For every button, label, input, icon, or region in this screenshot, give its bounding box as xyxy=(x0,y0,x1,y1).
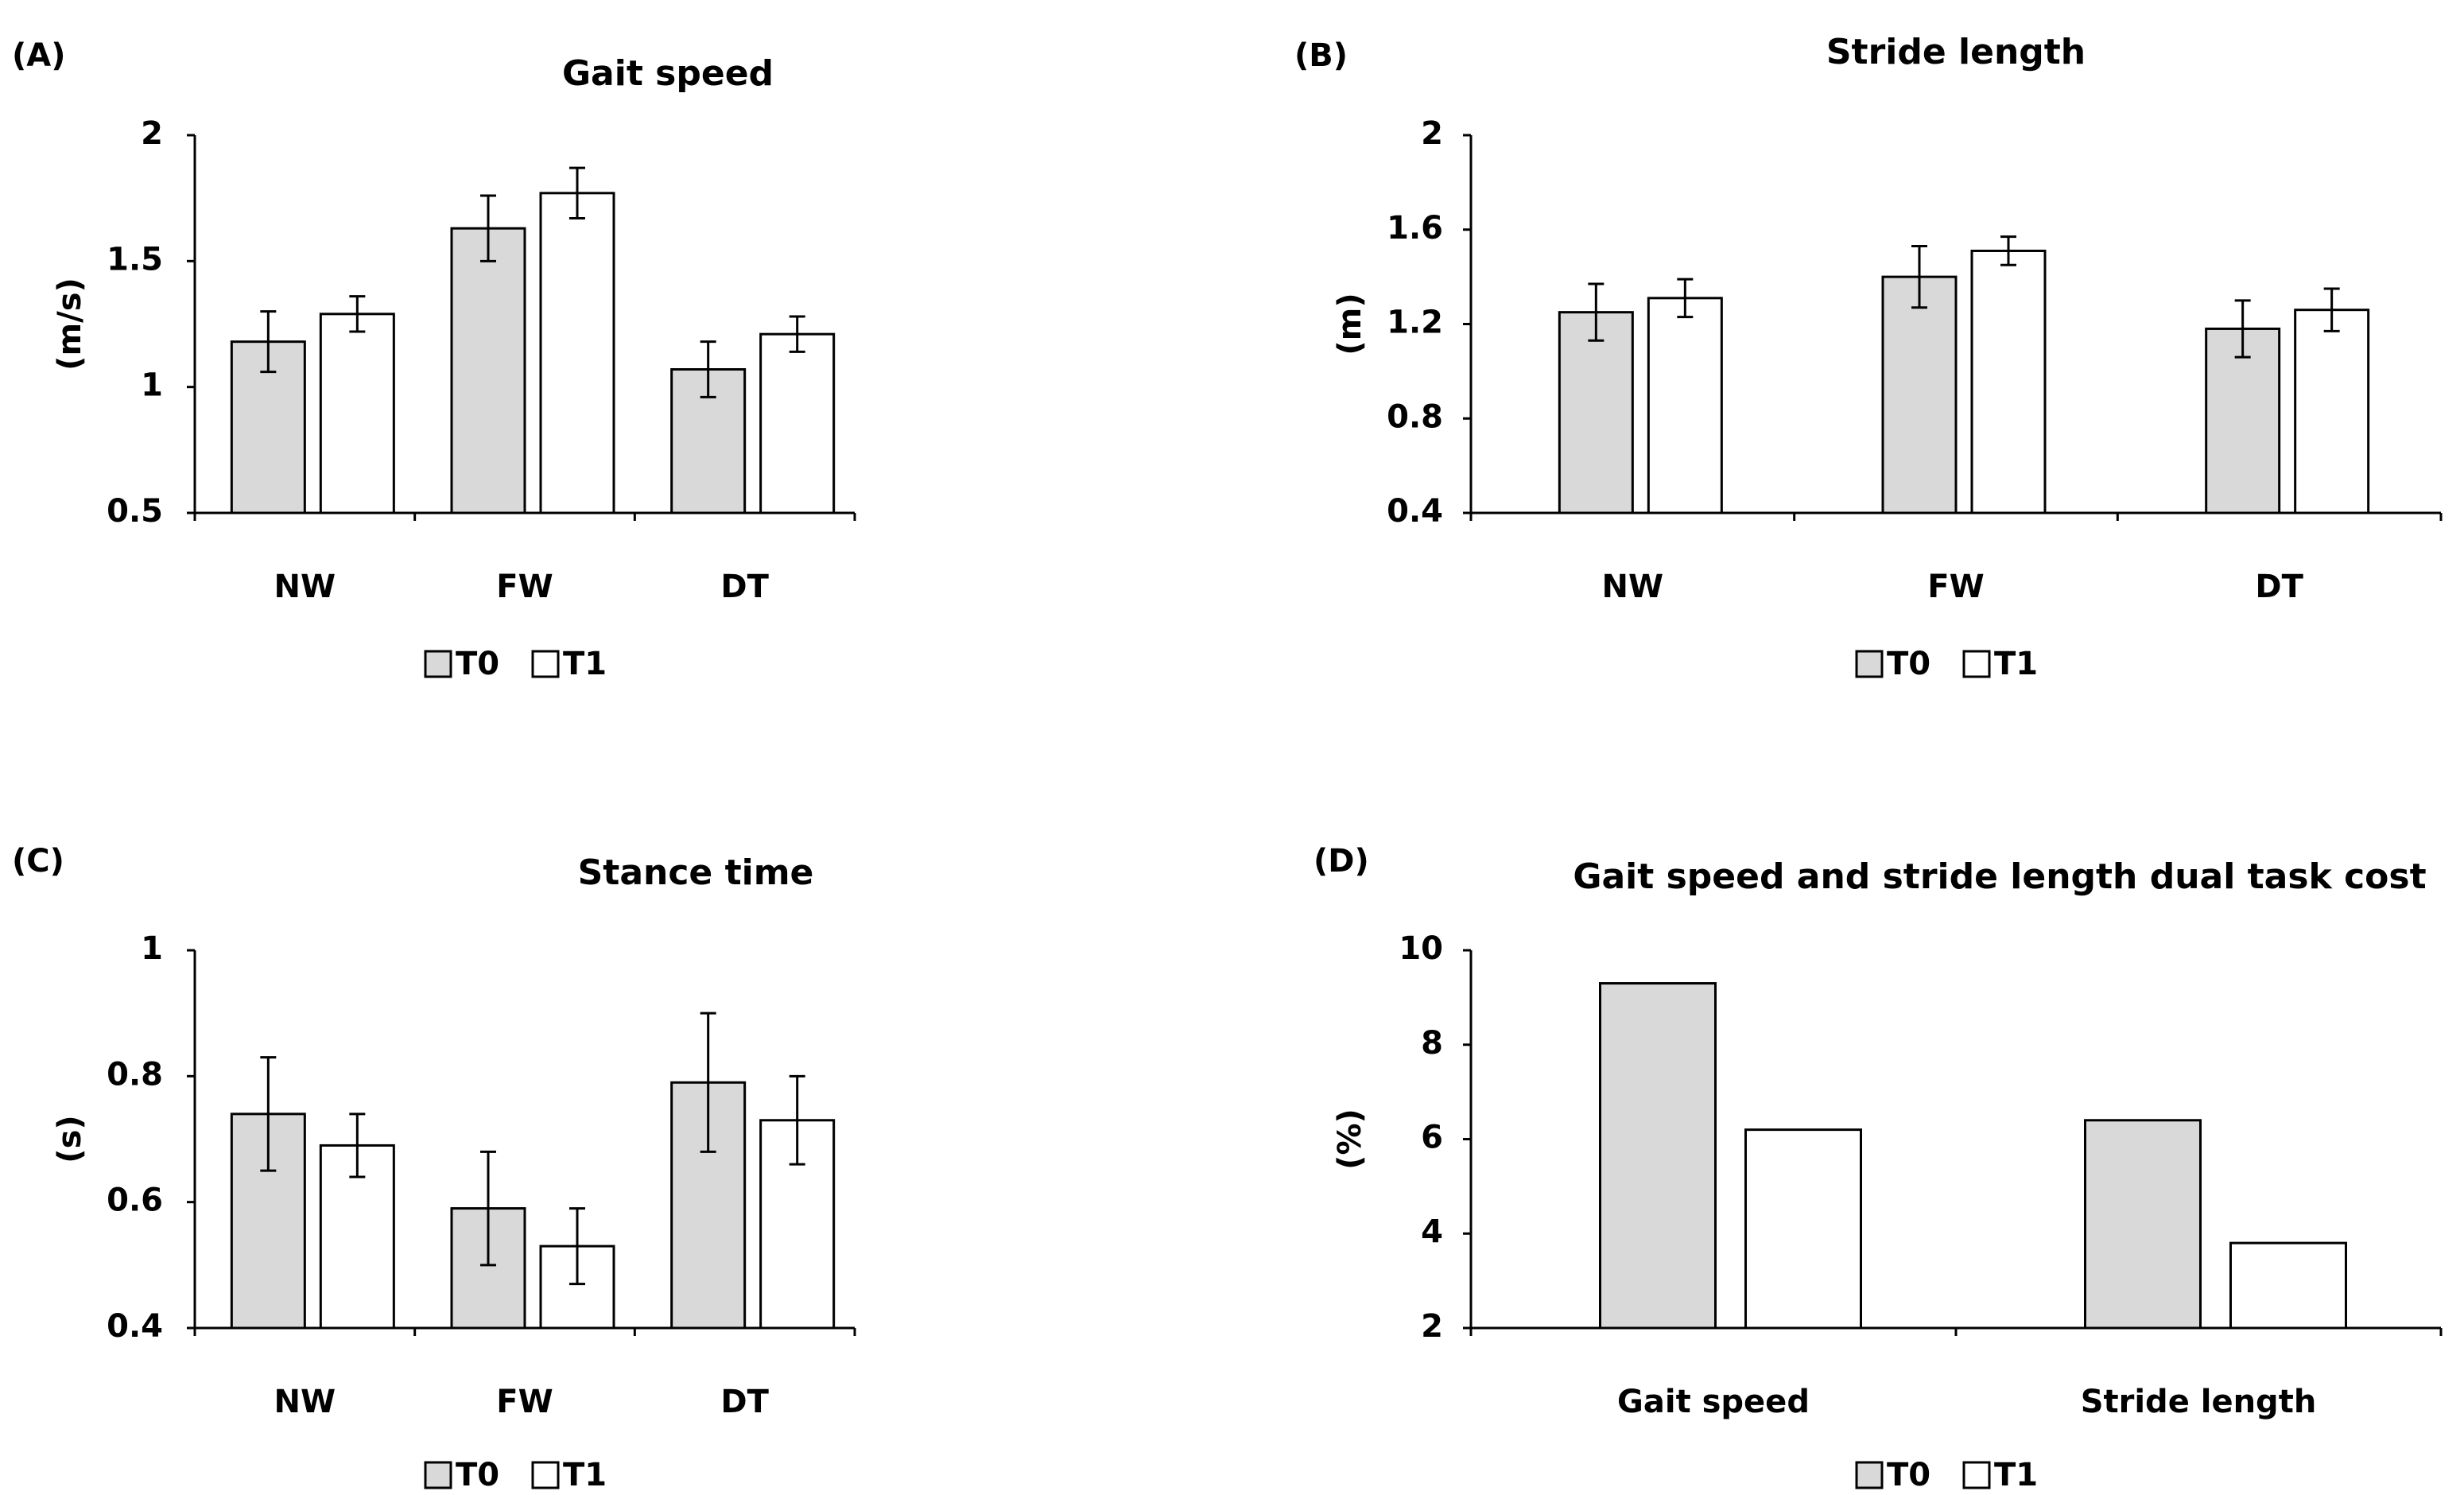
error-bar-t1-dt xyxy=(789,315,805,353)
bar-t0-nw xyxy=(1558,311,1634,515)
category-label-nw: NW xyxy=(274,569,336,605)
legend-swatch-t1 xyxy=(531,1461,560,1489)
y-tick-label: 1 xyxy=(141,930,163,967)
chart-title: Gait speed xyxy=(562,53,774,94)
y-axis-label: (m) xyxy=(1332,293,1368,355)
y-tick-label: 4 xyxy=(1421,1213,1443,1250)
panel-label: (B) xyxy=(1294,37,1348,74)
legend-label-t0: T0 xyxy=(1887,646,1930,682)
bar-t1-stride-length xyxy=(2229,1241,2347,1330)
category-label-nw: NW xyxy=(1602,569,1664,605)
bar-t0-fw xyxy=(450,227,526,515)
legend-swatch-t0 xyxy=(424,650,452,678)
category-label-dt: DT xyxy=(2255,569,2303,605)
y-tick-label: 1.2 xyxy=(1387,305,1443,341)
panel-b-stride-length: (B) Stride length (m) 0.4 0.8 1.2 1.6 2 NW FW DT T0… xyxy=(1280,0,2464,748)
chart-title: Stance time xyxy=(578,852,814,893)
error-bar-t0-nw xyxy=(260,1056,277,1172)
y-tick-label: 0.4 xyxy=(107,1308,163,1345)
y-tick-label: 2 xyxy=(141,115,163,152)
error-bar-t1-fw xyxy=(569,1207,585,1286)
bar-t1-nw xyxy=(319,313,395,515)
bar-t1-dt xyxy=(2294,309,2370,515)
error-bar-t1-dt xyxy=(2323,287,2340,332)
category-label-dt: DT xyxy=(720,1384,769,1420)
y-tick-label: 1.5 xyxy=(107,241,163,278)
dual-task-cost-chart: (D) Gait speed and stride length dual tas… xyxy=(1313,843,2443,1493)
y-tick-label: 0.6 xyxy=(107,1182,163,1219)
panel-d-dual-task-cost: (D) Gait speed and stride length dual tas… xyxy=(1280,811,2464,1495)
category-label-fw: FW xyxy=(496,1384,553,1420)
panel-c-stance-time: (C) Stance time (s) 0.4 0.6 0.8 1 NW FW DT T0 T1 xyxy=(0,811,1232,1495)
bar-t1-gait-speed xyxy=(1744,1128,1862,1330)
bar-t0-fw xyxy=(1881,275,1958,515)
legend-label-t1: T1 xyxy=(563,646,607,682)
error-bar-t0-fw xyxy=(480,1150,496,1267)
error-bar-t0-fw xyxy=(1911,245,1927,309)
legend-label-t1: T1 xyxy=(1994,646,2038,682)
y-tick-label: 10 xyxy=(1399,930,1443,967)
error-bar-t1-nw xyxy=(349,1113,366,1179)
panel-a-gait-speed: (A) Gait speed (m/s) 0.5 1 1.5 2 NW FW DT T0 T1 xyxy=(0,0,1232,748)
legend-swatch-t0 xyxy=(1855,1461,1884,1489)
category-label-dt: DT xyxy=(720,569,769,605)
category-label-nw: NW xyxy=(274,1384,336,1420)
error-bar-t1-nw xyxy=(349,295,366,333)
legend-swatch-t0 xyxy=(424,1461,452,1489)
bar-t1-fw xyxy=(1970,249,2047,515)
error-bar-t0-nw xyxy=(260,310,277,374)
bar-t1-fw xyxy=(539,192,615,515)
category-label-gait-speed: Gait speed xyxy=(1617,1384,1810,1420)
error-bar-t1-fw xyxy=(569,166,585,219)
error-bar-t1-nw xyxy=(1677,278,1694,319)
error-bar-t0-dt xyxy=(700,340,716,398)
legend-label-t0: T0 xyxy=(456,646,499,682)
legend-swatch-t1 xyxy=(531,650,560,678)
y-tick-label: 1.6 xyxy=(1387,210,1443,247)
bar-t1-nw xyxy=(1647,297,1723,515)
y-tick-label: 6 xyxy=(1421,1120,1443,1156)
stance-time-chart: (C) Stance time (s) 0.4 0.6 0.8 1 NW FW DT T0 T1 xyxy=(12,843,856,1493)
bar-t0-gait-speed xyxy=(1599,982,1717,1330)
y-tick-label: 0.8 xyxy=(1387,398,1443,435)
stride-length-chart: (B) Stride length (m) 0.4 0.8 1.2 1.6 2 NW FW DT T0… xyxy=(1294,32,2443,682)
gait-speed-chart: (A) Gait speed (m/s) 0.5 1 1.5 2 NW FW DT T0 T1 xyxy=(12,37,856,682)
legend-label-t0: T0 xyxy=(1887,1457,1930,1493)
chart-title: Stride length xyxy=(1826,32,2086,72)
panel-label: (D) xyxy=(1313,843,1369,880)
y-tick-label: 0.5 xyxy=(107,493,163,530)
category-label-fw: FW xyxy=(1927,569,1984,605)
legend-swatch-t1 xyxy=(1962,1461,1991,1489)
error-bar-t1-dt xyxy=(789,1074,805,1166)
y-tick-label: 2 xyxy=(1421,1308,1443,1345)
panel-label: (A) xyxy=(12,37,66,74)
error-bar-t0-dt xyxy=(700,1012,716,1153)
y-axis-label: (s) xyxy=(52,1115,88,1163)
error-bar-t0-fw xyxy=(480,194,496,262)
category-label-fw: FW xyxy=(496,569,553,605)
y-tick-label: 0.8 xyxy=(107,1056,163,1093)
y-tick-label: 1 xyxy=(141,367,163,404)
y-axis-label: (%) xyxy=(1332,1109,1368,1170)
y-tick-label: 0.4 xyxy=(1387,493,1443,530)
bar-t0-dt xyxy=(2205,327,2281,515)
y-axis-label: (m/s) xyxy=(52,278,88,371)
legend-label-t1: T1 xyxy=(563,1457,607,1493)
error-bar-t0-nw xyxy=(1588,282,1605,342)
legend-label-t0: T0 xyxy=(456,1457,499,1493)
legend-swatch-t1 xyxy=(1962,650,1991,678)
bar-t0-stride-length xyxy=(2084,1119,2202,1330)
y-tick-label: 2 xyxy=(1421,115,1443,152)
legend-swatch-t0 xyxy=(1855,650,1884,678)
bar-t1-dt xyxy=(759,332,836,515)
panel-label: (C) xyxy=(12,843,64,880)
error-bar-t0-dt xyxy=(2234,299,2251,359)
legend-label-t1: T1 xyxy=(1994,1457,2038,1493)
error-bar-t1-fw xyxy=(2000,235,2016,266)
chart-title: Gait speed and stride length dual task c… xyxy=(1573,856,2426,897)
y-tick-label: 8 xyxy=(1421,1025,1443,1062)
category-label-stride-length: Stride length xyxy=(2081,1384,2317,1420)
